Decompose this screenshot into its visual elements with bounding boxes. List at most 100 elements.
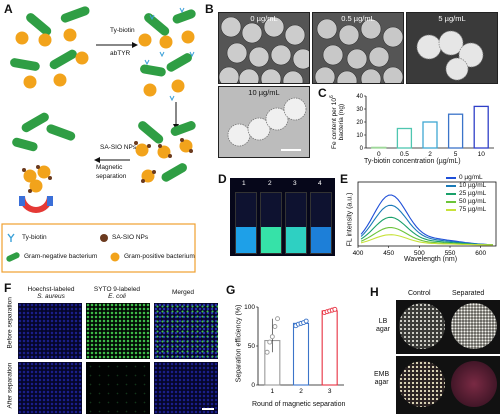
panel-f-label: F [4, 281, 12, 295]
chart-g-xtick-label: 3 [328, 388, 332, 393]
h-emb-control-photo [396, 356, 448, 414]
f-col2-line1: SYTO 9-labeled [93, 286, 141, 293]
h-row2-label: EMB agar [374, 371, 389, 387]
chart-g-point [303, 318, 309, 324]
legend-gram-negative: Gram-negative bacterium [24, 253, 98, 260]
sem-label-5: 5 µg/mL [438, 14, 466, 23]
ty-biotin-icon [7, 233, 15, 242]
step1-label-line2: abTYR [110, 50, 131, 57]
scale-bar-b [281, 149, 301, 151]
chart-e-series-line [360, 216, 493, 246]
gram-negative-icon [6, 252, 20, 262]
chart-c-bar [473, 105, 489, 149]
scale-bar-f [202, 408, 214, 410]
bacteria-cluster-tagged [138, 7, 196, 102]
chart-g-xlabel: Round of magnetic separation [252, 401, 346, 408]
panel-c-label: C [318, 86, 327, 100]
chart-e-xlabel: Wavelength (nm) [404, 256, 458, 263]
chart-g-bar [292, 322, 310, 386]
f-syto9-after [86, 362, 150, 414]
chart-e-legend-item: 10 µg/mL [446, 182, 486, 190]
chart-g-point [275, 316, 280, 322]
bacteria-separated [12, 112, 76, 213]
chart-e-xtick-label: 550 [445, 250, 456, 257]
chart-g-point [272, 324, 278, 329]
f-col2-header: SYTO 9-labeled E. coli [86, 286, 148, 300]
chart-e-frame [357, 181, 497, 247]
step3-label-line1: Magnetic [96, 164, 123, 171]
h-emb-separated-photo [448, 356, 500, 414]
sem-label-05: 0.5 µg/mL [341, 14, 375, 23]
chart-c-xtick-label: 10 [478, 151, 486, 158]
chart-c-plot: 0 10 20 30 40 0 0.5 2 5 10 [356, 94, 494, 158]
panel-b-label: B [205, 2, 214, 16]
cuvette-3 [285, 192, 307, 254]
chart-c-ylabel-sup: 6 [328, 95, 335, 98]
f-hoechst-after [18, 362, 82, 414]
bacteria-cluster-with-nps [134, 121, 196, 183]
chart-c-bar [396, 127, 413, 149]
chart-c-ylabel-line1: Fe content per 10 [331, 98, 339, 149]
chart-c-ylabel-line2: bacteria (ng) [338, 103, 346, 141]
step3-label-line2: separation [96, 173, 127, 180]
chart-e-legend-item: 50 µg/mL [446, 198, 486, 206]
h-row1-line1: LB [378, 318, 388, 325]
sem-image-10: 10 µg/mL [218, 86, 310, 158]
sem-label-10: 10 µg/mL [248, 88, 280, 97]
chart-c-xtick-label: 0.5 [400, 151, 409, 158]
chart-e-legend-item: 0 µg/mL [446, 174, 486, 182]
chart-c-ytick-label: 40 [356, 94, 363, 100]
h-row1-label: LB agar [376, 318, 390, 334]
f-hoechst-before [18, 303, 82, 359]
panel-h-label: H [370, 285, 379, 299]
chart-c-xlabel: Ty-biotin concentration (µg/mL) [364, 158, 461, 165]
panel-a-legend-box [1, 223, 196, 273]
chart-c-xtick-label: 2 [428, 151, 432, 158]
chart-c-ytick-label: 10 [356, 133, 363, 139]
legend-ty-biotin: Ty-biotin [22, 234, 47, 241]
chart-c-ytick-label: 30 [356, 107, 363, 113]
f-syto9-before [86, 303, 150, 359]
f-col1-header: Hoechst-labeled S. aureus [20, 286, 82, 300]
chart-c-bar [447, 113, 464, 149]
f-row1-label: Before separation [6, 297, 14, 349]
bacteria-cluster-start [10, 6, 90, 89]
chart-e-legend: 0 µg/mL 10 µg/mL 25 µg/mL 50 µg/mL 75 µg/mL [446, 174, 486, 214]
chart-e-legend-label: 75 µg/mL [459, 206, 487, 213]
chart-c-xtick-label: 5 [454, 151, 458, 158]
chart-g-point [264, 349, 270, 355]
chart-g-point [332, 306, 338, 312]
panel-a-schematic [1, 6, 196, 273]
cuvette-photo: 1 2 3 4 [230, 178, 335, 256]
cuvette-1-label: 1 [242, 180, 246, 187]
chart-e-legend-swatch [446, 209, 456, 211]
chart-c-ytick-label: 0 [360, 146, 364, 152]
h-lb-separated-photo [448, 300, 500, 354]
f-merged-after [154, 362, 218, 414]
sem-label-0: 0 µg/mL [250, 14, 278, 23]
chart-g-ytick-label: 100 [244, 304, 255, 311]
chart-e-xtick-label: 450 [383, 250, 394, 257]
chart-g-point [267, 339, 273, 345]
chart-e-legend-item: 25 µg/mL [446, 190, 486, 198]
chart-g-plot: 0 50 100 1 2 3 [244, 304, 344, 393]
cuvette-3-label: 3 [293, 180, 297, 187]
chart-g-ytick-label: 0 [251, 382, 255, 389]
chart-g-point [269, 334, 275, 340]
h-col1-label: Control [408, 290, 431, 297]
h-row2-line2: agar [374, 379, 389, 386]
chart-c-bar [371, 146, 387, 149]
h-row1-line2: agar [376, 326, 391, 333]
sem-image-05: 0.5 µg/mL [312, 12, 404, 84]
f-row2-label: After separation [6, 362, 14, 409]
sem-image-5: 5 µg/mL [406, 12, 498, 84]
chart-c-ytick-label: 20 [356, 120, 363, 126]
cuvette-1 [235, 192, 257, 254]
chart-e-legend-label: 0 µg/mL [459, 174, 483, 181]
chart-e-plot: 400 450 500 550 600 [353, 181, 497, 257]
chart-e-legend-item: 75 µg/mL [446, 206, 486, 214]
panel-a-label: A [4, 2, 13, 16]
panel-g-label: G [226, 283, 236, 297]
chart-e-series-line [360, 234, 493, 246]
sa-sio-np-icon [100, 234, 108, 242]
